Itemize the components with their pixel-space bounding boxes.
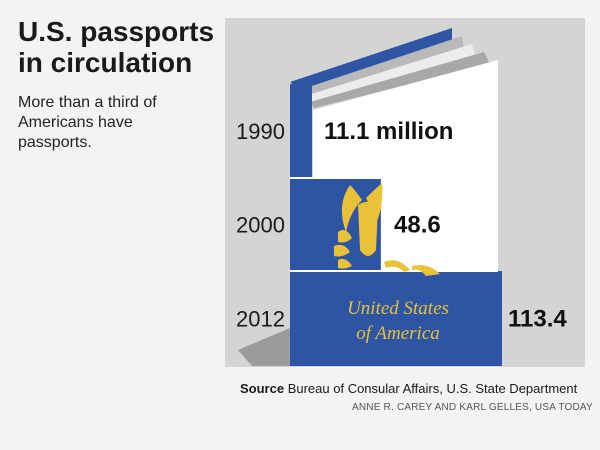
chart-title: U.S. passports in circulation <box>18 16 215 78</box>
page-layer <box>300 36 464 96</box>
passport-shadow <box>238 328 290 366</box>
bar-1990 <box>290 84 312 366</box>
chart-subtitle: More than a third of Americans have pass… <box>18 94 157 151</box>
page-layer <box>305 44 476 102</box>
value-label-2000: 48.6 <box>394 212 441 239</box>
bar-group: United States of America <box>290 84 502 366</box>
value-label-1990: 11.1 million <box>324 118 453 145</box>
eagle-emblem <box>334 183 440 276</box>
credit-line: ANNE R. CAREY AND KARL GELLES, USA TODAY <box>352 402 593 413</box>
page-layer <box>310 52 490 108</box>
back-cover-edge <box>290 28 452 90</box>
year-label-1990: 1990 <box>236 119 285 144</box>
label-group: 1990 11.1 million 2000 48.6 2012 113.4 <box>236 118 567 333</box>
year-label-2012: 2012 <box>236 307 285 332</box>
source-text: Bureau of Consular Affairs, U.S. State D… <box>287 381 578 396</box>
source-label: Source <box>240 381 285 396</box>
cover-text-line-2: of America <box>356 323 440 344</box>
value-label-2012: 113.4 <box>508 306 567 333</box>
source-line: Source Bureau of Consular Affairs, U.S. … <box>240 381 577 396</box>
year-label-2000: 2000 <box>236 213 285 238</box>
cover-text-line-1: United States <box>347 298 449 319</box>
